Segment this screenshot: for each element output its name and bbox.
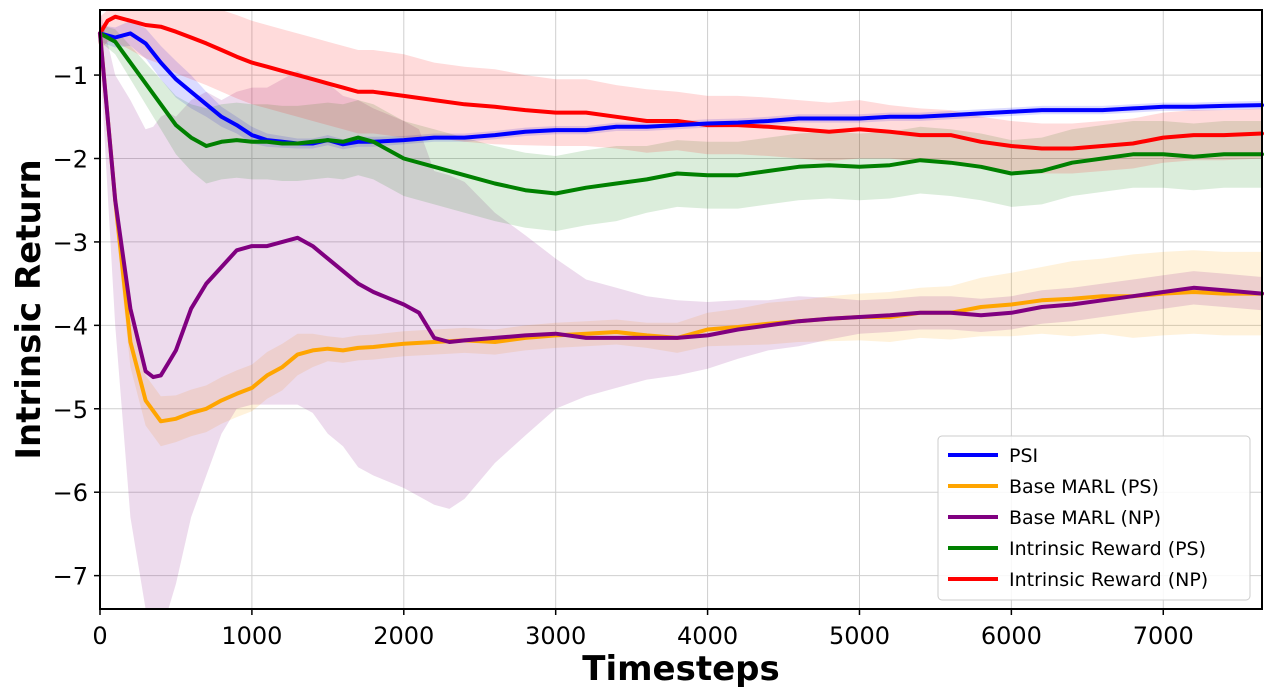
y-tick-label: −6 bbox=[53, 479, 88, 507]
legend-entry-label: Base MARL (PS) bbox=[1009, 476, 1159, 498]
confidence-bands bbox=[100, 10, 1262, 609]
x-axis-title: Timesteps bbox=[582, 649, 779, 689]
y-tick-label: −4 bbox=[53, 312, 88, 340]
line-series-1 bbox=[98, 31, 1264, 424]
x-tick-label: 7000 bbox=[1133, 622, 1194, 650]
y-axis-ticks: −7 −6 −5 −4 −3 −2 −1 bbox=[53, 62, 100, 591]
y-axis-title: Intrinsic Return bbox=[9, 159, 49, 459]
legend-entry-label: Base MARL (NP) bbox=[1009, 507, 1161, 529]
band-series-4 bbox=[100, 10, 1262, 174]
x-axis-ticks: 0 1000 2000 3000 4000 5000 6000 7000 bbox=[92, 609, 1194, 650]
y-tick-label: −7 bbox=[53, 563, 88, 591]
band-series-2 bbox=[100, 10, 1262, 609]
line-series-3 bbox=[98, 31, 1264, 196]
legend-entry-label: Intrinsic Reward (PS) bbox=[1009, 538, 1206, 560]
y-tick-label: −1 bbox=[53, 62, 88, 90]
y-tick-label: −3 bbox=[53, 229, 88, 257]
y-tick-label: −2 bbox=[53, 145, 88, 173]
legend: PSI Base MARL (PS) Base MARL (NP) Intrinsic… bbox=[937, 435, 1251, 601]
line-series-2 bbox=[98, 31, 1264, 380]
legend-box bbox=[937, 435, 1251, 601]
plot-frame bbox=[99, 9, 1263, 610]
x-tick-label: 3000 bbox=[525, 622, 586, 650]
band-series-3 bbox=[100, 25, 1262, 232]
series-lines bbox=[98, 14, 1264, 424]
y-tick-label: −5 bbox=[53, 396, 88, 424]
band-series-1 bbox=[100, 20, 1262, 447]
legend-entry-label: Intrinsic Reward (NP) bbox=[1009, 569, 1208, 591]
band-series-0 bbox=[100, 20, 1262, 150]
x-tick-label: 4000 bbox=[677, 622, 738, 650]
x-tick-label: 2000 bbox=[373, 622, 434, 650]
x-tick-label: 6000 bbox=[981, 622, 1042, 650]
line-series-0 bbox=[98, 31, 1264, 147]
x-tick-label: 1000 bbox=[221, 622, 282, 650]
x-tick-label: 5000 bbox=[829, 622, 890, 650]
line-series-4 bbox=[98, 14, 1264, 151]
legend-entry-label: PSI bbox=[1009, 445, 1038, 467]
x-tick-label: 0 bbox=[92, 622, 107, 650]
